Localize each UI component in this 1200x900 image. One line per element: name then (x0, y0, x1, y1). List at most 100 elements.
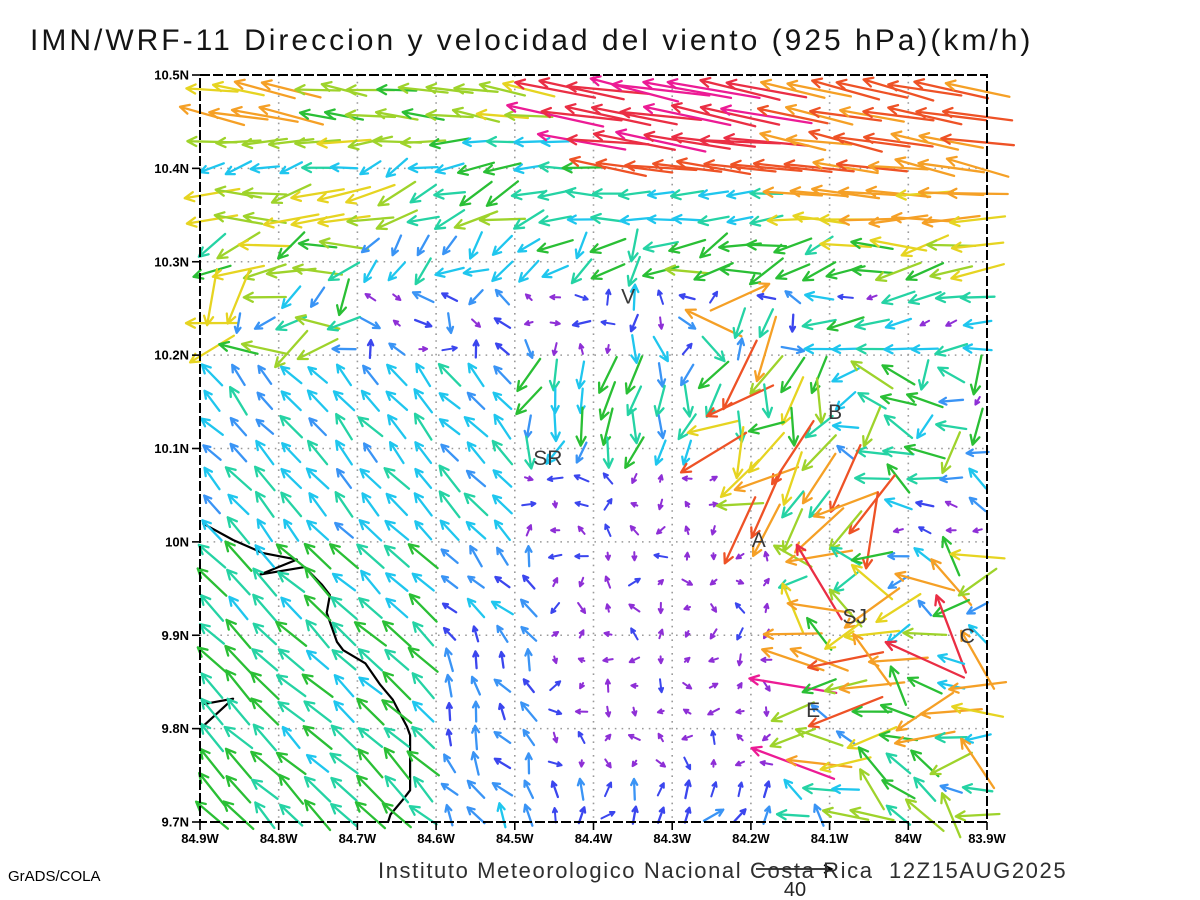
wind-arrow (934, 342, 969, 357)
wind-arrow (759, 760, 774, 767)
wind-arrow (440, 575, 459, 590)
y-tick-label: 9.8N (162, 721, 189, 736)
wind-arrow (831, 367, 860, 383)
wind-arrow (224, 160, 253, 176)
wind-arrow (710, 781, 718, 798)
wind-arrow (253, 465, 276, 492)
wind-arrow (859, 768, 885, 811)
wind-arrow (548, 708, 563, 716)
wind-arrow (821, 806, 870, 821)
wind-arrow (578, 343, 585, 355)
wind-arrow (835, 78, 909, 99)
wind-arrow (459, 180, 493, 207)
wind-arrow (277, 571, 306, 593)
wind-arrow (577, 657, 586, 664)
wind-arrow (466, 806, 486, 825)
wind-arrow (968, 467, 987, 490)
wind-arrow (881, 290, 916, 306)
wind-arrow (254, 544, 276, 569)
wind-arrow (237, 239, 292, 251)
wind-arrow (680, 363, 695, 387)
wind-arrow (493, 413, 512, 440)
wind-arrow (723, 496, 757, 565)
wind-arrow (788, 313, 797, 333)
wind-arrow (879, 393, 917, 406)
wind-arrow (890, 130, 960, 151)
wind-arrow (413, 388, 434, 414)
wind-arrow (854, 472, 890, 485)
wind-arrow (974, 396, 981, 406)
wind-arrow (213, 211, 264, 225)
wind-arrow (306, 439, 329, 466)
wind-arrow (578, 576, 585, 588)
wind-arrow (200, 672, 224, 700)
wind-arrow (828, 510, 863, 551)
wind-arrow (270, 183, 312, 205)
wind-arrow (385, 492, 409, 517)
wind-arrow (231, 363, 246, 387)
wind-arrow (762, 628, 823, 640)
wind-arrow (200, 697, 224, 726)
wind-arrow (946, 187, 1009, 200)
wind-arrow (940, 792, 962, 839)
wind-arrow (407, 646, 439, 673)
wind-arrow (550, 602, 561, 614)
wind-arrow (882, 446, 915, 458)
wind-arrow (628, 603, 641, 613)
wind-arrow (334, 521, 354, 539)
wind-arrow (570, 258, 593, 285)
wind-arrow (814, 377, 827, 425)
wind-arrow (795, 543, 843, 621)
wind-arrow (846, 726, 898, 750)
wind-arrow (656, 526, 666, 535)
wind-arrow (676, 157, 752, 176)
wind-arrow (451, 106, 501, 123)
wind-arrow (710, 603, 718, 613)
wind-arrow (441, 292, 459, 303)
wind-arrow (780, 345, 806, 355)
wind-arrow (747, 420, 785, 435)
wind-arrow (362, 442, 378, 463)
wind-arrow (357, 648, 384, 672)
wind-arrow (538, 215, 573, 227)
wind-arrow (496, 546, 509, 566)
wind-arrow (837, 293, 854, 300)
wind-arrow (493, 730, 512, 745)
wind-arrow (862, 76, 935, 102)
wind-arrow (709, 290, 719, 304)
wind-arrow (547, 760, 563, 768)
wind-arrow (552, 577, 559, 588)
wind-arrow (521, 501, 537, 508)
wind-arrow (564, 103, 652, 127)
wind-arrow (384, 775, 410, 804)
wind-arrow (303, 700, 332, 723)
wind-arrow (857, 746, 887, 781)
wind-arrow (485, 135, 520, 148)
wind-arrow (552, 655, 558, 665)
wind-arrow (551, 807, 558, 824)
wind-arrow (233, 78, 296, 100)
wind-arrow (316, 137, 372, 149)
wind-arrow (383, 467, 411, 490)
wind-arrow (875, 592, 922, 624)
wind-arrow (574, 231, 588, 260)
wind-arrow (710, 730, 717, 745)
wind-arrow (230, 105, 299, 123)
wind-arrow (916, 414, 934, 440)
wind-arrow (492, 469, 513, 488)
wind-arrow (801, 318, 837, 331)
wind-arrow (183, 187, 241, 203)
wind-arrow (655, 759, 666, 768)
wind-arrow (215, 136, 262, 149)
wind-arrow (548, 358, 561, 392)
wind-arrow (948, 680, 1008, 694)
wind-arrow (475, 108, 530, 121)
wind-arrow (590, 212, 626, 225)
wind-arrow (940, 431, 962, 475)
wind-arrow (513, 209, 545, 230)
wind-arrow (366, 338, 375, 360)
wind-arrow (758, 308, 775, 339)
wind-arrow (358, 519, 383, 542)
wind-arrow (411, 725, 436, 750)
wind-arrow (683, 756, 692, 771)
